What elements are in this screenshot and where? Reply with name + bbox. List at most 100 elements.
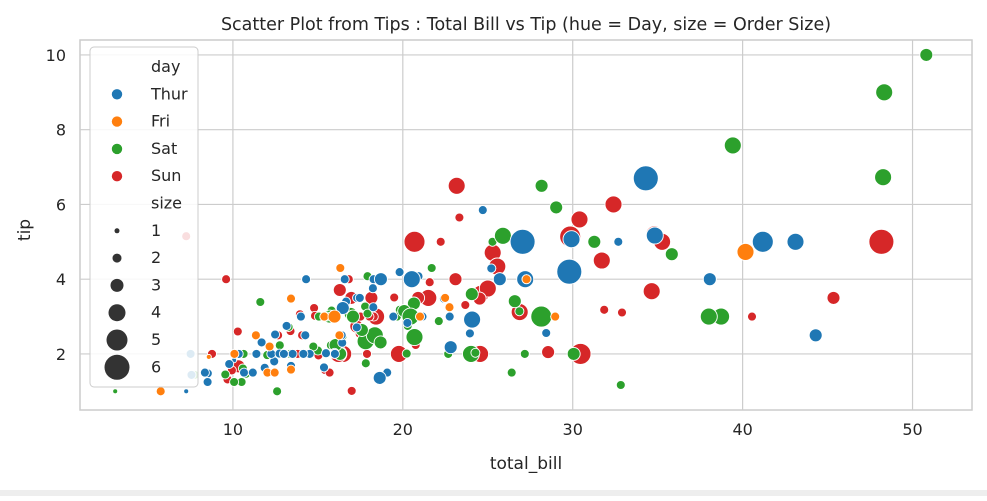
legend-size-marker [115, 228, 120, 233]
scatter-point-thur [322, 349, 331, 358]
scatter-point-thur [352, 323, 361, 332]
scatter-point-sat [374, 336, 387, 349]
scatter-point-fri [270, 368, 279, 377]
scatter-point-sun [643, 283, 660, 300]
scatter-point-sun [404, 231, 425, 252]
scatter-point-sun [461, 301, 470, 310]
scatter-point-thur [465, 329, 474, 338]
y-axis-label: tip [15, 219, 35, 241]
scatter-point-thur [444, 341, 457, 354]
scatter-point-thur [787, 233, 804, 250]
scatter-point-sat [402, 349, 411, 358]
scatter-point-thur [395, 268, 404, 277]
scatter-point-thur [330, 349, 339, 358]
scatter-point-sat [588, 235, 601, 248]
chart-title: Scatter Plot from Tips : Total Bill vs T… [221, 15, 831, 35]
scatter-point-thur [369, 303, 378, 312]
scatter-point-sun [605, 196, 622, 213]
scatter-point-sat [347, 310, 360, 323]
scatter-point-fri [287, 294, 296, 303]
scatter-point-sat [275, 341, 284, 350]
legend-size-label: 5 [151, 330, 161, 349]
scatter-point-sat [494, 227, 511, 244]
scatter-point-sat [535, 179, 548, 192]
scatter-point-sat [256, 298, 265, 307]
scatter-point-sat [465, 288, 478, 301]
scatter-point-fri [522, 275, 531, 284]
scatter-point-thur [252, 349, 261, 358]
scatter-point-sun [436, 237, 445, 246]
scatter-point-fri [335, 331, 344, 340]
scatter-point-fri [416, 312, 425, 321]
scatter-point-sun [869, 229, 894, 254]
scatter-point-sat [434, 317, 443, 326]
scatter-point-thur [200, 368, 209, 377]
scatter-point-sat [221, 370, 230, 379]
scatter-point-sat [515, 307, 524, 316]
scatter-point-fri [551, 312, 560, 321]
scatter-point-thur [389, 312, 398, 321]
scatter-point-thur [301, 331, 310, 340]
legend-size-label: 2 [151, 248, 161, 267]
scatter-point-thur [374, 273, 387, 286]
scatter-point-sat [616, 381, 625, 390]
legend-size-title: size [151, 194, 182, 213]
scatter-point-sat [724, 137, 741, 154]
scatter-point-sat [875, 169, 892, 186]
scatter-point-thur [248, 368, 257, 377]
scatter-point-thur [403, 271, 420, 288]
scatter-point-fri [287, 365, 296, 374]
scatter-point-fri [441, 293, 450, 302]
scatter-point-sun [390, 293, 399, 302]
legend-size-marker [107, 330, 128, 351]
scatter-point-thur [368, 284, 377, 293]
scatter-point-thur [288, 349, 297, 358]
legend-marker-sat [112, 144, 122, 154]
scatter-point-sun [542, 346, 555, 359]
legend-size-marker [111, 279, 124, 292]
legend-size-label: 3 [151, 275, 161, 294]
scatter-point-sun [748, 312, 757, 321]
x-axis-label: total_bill [490, 454, 562, 474]
scatter-point-fri [320, 312, 329, 321]
scatter-point-fri [251, 331, 260, 340]
scatter-point-thur [355, 293, 364, 302]
scatter-point-sat [427, 264, 436, 273]
scatter-point-fri [336, 264, 345, 273]
legend-label-sun: Sun [151, 166, 181, 185]
scatter-point-thur [557, 259, 582, 284]
scatter-point-sat [700, 308, 717, 325]
scatter-point-sat [665, 248, 678, 261]
scatter-point-thur [487, 264, 496, 273]
scatter-point-thur [703, 273, 716, 286]
scatter-point-sun [593, 252, 610, 269]
legend-marker-thur [112, 89, 122, 99]
scatter-point-thur [240, 368, 249, 377]
scatter-point-thur [302, 275, 311, 284]
scatter-point-sat [361, 359, 370, 368]
scatter-point-sun [222, 275, 231, 284]
scatter-point-thur [445, 312, 454, 321]
scatter-point-fri [156, 387, 165, 396]
scatter-point-thur [563, 231, 580, 248]
scatter-point-thur [203, 378, 212, 387]
scatter-point-sun [449, 273, 462, 286]
scatter-point-thur [299, 349, 308, 358]
legend-label-sat: Sat [151, 139, 177, 158]
y-tick-label: 8 [56, 121, 66, 140]
scatter-point-thur [510, 229, 535, 254]
legend-size-marker [113, 254, 122, 263]
scatter-point-thur [184, 389, 189, 394]
x-tick-label: 20 [393, 420, 413, 439]
scatter-point-sat [273, 387, 282, 396]
y-tick-label: 4 [56, 270, 66, 289]
scatter-point-thur [493, 273, 506, 286]
scatter-point-sat [550, 201, 563, 214]
scatter-point-sun [827, 291, 840, 304]
scatter-point-sat [508, 295, 521, 308]
scatter-point-thur [373, 371, 386, 384]
scatter-point-sat [113, 389, 118, 394]
scatter-point-thur [279, 349, 288, 358]
